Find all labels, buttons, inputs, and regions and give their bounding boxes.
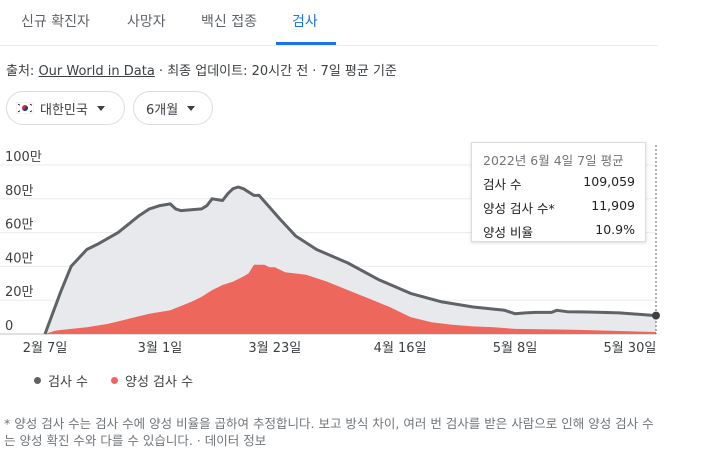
chevron-down-icon [96,105,105,111]
tooltip-row-tests: 검사 수 109,059 [483,174,635,193]
source-details: · 최종 업데이트: 20시간 전 · 7일 평균 기준 [154,64,397,79]
x-tick-label: 3월 23일 [248,341,301,356]
tests-line [43,185,657,335]
x-tick-label: 5월 8일 [493,341,538,356]
y-tick-label: 60만 [5,218,34,233]
country-dropdown[interactable]: 대한민국 [6,91,125,125]
country-value: 대한민국 [40,102,88,118]
y-tick-label: 100만 [5,150,42,165]
source-link[interactable]: Our World in Data [38,64,155,79]
source-prefix: 출처: [6,64,39,79]
tooltip-label: 양성 검사 수* [483,201,555,216]
tab-tests[interactable]: 검사 [292,14,318,30]
tooltip-title: 2022년 6월 4일 7일 평균 [483,153,624,168]
data-info-link[interactable]: 데이터 정보 [204,433,267,448]
tab-new-cases[interactable]: 신규 확진자 [21,14,90,30]
tab-deaths[interactable]: 사망자 [127,14,166,30]
tooltip-row-rate: 양성 비율 10.9% [483,222,635,241]
y-tick-label: 0 [5,319,13,334]
x-tick-label: 3월 1일 [138,341,183,356]
active-tab-indicator [276,42,336,45]
y-tick-label: 40만 [5,251,34,266]
tooltip-row-positive: 양성 검사 수* 11,909 [483,198,635,217]
legend-label: 양성 검사 수 [125,375,194,390]
x-tick-label: 4월 16일 [374,341,427,356]
tooltip-label: 양성 비율 [483,225,533,240]
y-tick-label: 80만 [5,184,34,199]
tooltip-value: 11,909 [591,198,635,213]
tooltip-value: 109,059 [583,174,635,189]
korea-flag-icon [16,102,34,114]
x-tick-label: 5월 30일 [603,341,656,356]
chevron-down-icon [187,105,196,111]
x-tick-label: 2월 7일 [23,341,68,356]
footnote: * 양성 검사 수는 검사 수에 양성 비율을 곱하여 추정합니다. 보고 방식… [4,415,656,449]
hover-point [652,311,660,320]
legend-label: 검사 수 [48,375,89,390]
tooltip-value: 10.9% [595,222,635,237]
legend-item-positive: 양성 검사 수 [111,371,193,390]
tests-area [45,187,656,334]
positive-tests-area [45,264,656,334]
y-tick-label: 20만 [5,285,34,300]
chart-tooltip: 2022년 6월 4일 7일 평균 검사 수 109,059 양성 검사 수* … [471,142,646,242]
period-value: 6개월 [146,102,179,118]
legend-dot-icon [111,377,118,384]
source-line: 출처: Our World in Data · 최종 업데이트: 20시간 전 … [6,60,397,79]
tab-vaccination[interactable]: 백신 접종 [201,14,257,30]
tooltip-label: 검사 수 [483,177,522,192]
period-dropdown[interactable]: 6개월 [133,91,213,125]
legend-item-tests: 검사 수 [34,371,88,390]
legend-dot-icon [34,377,41,384]
footnote-text: * 양성 검사 수는 검사 수에 양성 비율을 곱하여 추정합니다. 보고 방식… [4,416,654,448]
tab-bar: 신규 확진자 사망자 백신 접종 검사 [0,0,658,46]
